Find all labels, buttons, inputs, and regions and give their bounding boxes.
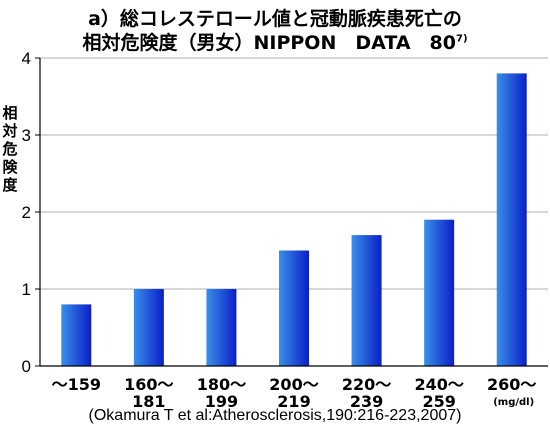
y-tick-label: 4 bbox=[22, 49, 31, 68]
y-tick-label: 3 bbox=[22, 126, 31, 145]
chart-title-line2: 相対危険度（男女）NIPPON DATA 807) bbox=[0, 28, 550, 55]
x-tick-label: 220〜 bbox=[342, 375, 391, 394]
y-axis-label-char: 相 bbox=[2, 104, 18, 122]
y-tick-label: 1 bbox=[22, 280, 31, 299]
x-tick-label: 260〜 bbox=[487, 375, 536, 394]
y-tick-label: 0 bbox=[22, 357, 31, 376]
x-tick-label: 239 bbox=[350, 392, 383, 411]
x-tick-label: 181 bbox=[132, 392, 165, 411]
x-tick-label: 199 bbox=[205, 392, 238, 411]
chart-title-text: 相対危険度（男女）NIPPON DATA 80 bbox=[82, 32, 456, 54]
y-axis-label: 相対危険度 bbox=[2, 104, 18, 194]
x-tick-label: 〜159 bbox=[52, 375, 101, 394]
y-tick-label: 2 bbox=[22, 203, 31, 222]
bar bbox=[496, 73, 527, 367]
bar bbox=[351, 235, 382, 366]
bar bbox=[133, 289, 164, 366]
bar bbox=[206, 289, 237, 366]
y-axis-label-char: 険 bbox=[2, 158, 18, 176]
citation: (Okamura T et al:Atherosclerosis,190:216… bbox=[88, 407, 462, 424]
y-axis-label-char: 度 bbox=[2, 176, 18, 194]
unit-label: (mg/dl) bbox=[493, 397, 534, 408]
chart-title-line1: a）総コレステロール値と冠動脈疾患死亡の bbox=[88, 8, 462, 30]
x-tick-label: 160〜 bbox=[124, 375, 173, 394]
x-tick-label: 200〜 bbox=[269, 375, 318, 394]
bar bbox=[424, 219, 455, 366]
y-axis-label-char: 危 bbox=[2, 140, 18, 158]
reference-superscript: 7) bbox=[455, 33, 468, 45]
x-tick-label: 219 bbox=[277, 392, 310, 411]
y-axis-label-char: 対 bbox=[2, 122, 18, 140]
x-tick-label: 259 bbox=[422, 392, 455, 411]
bar bbox=[61, 304, 92, 366]
bar bbox=[279, 250, 309, 366]
x-tick-label: 180〜 bbox=[197, 375, 246, 394]
x-tick-label: 240〜 bbox=[414, 375, 463, 394]
